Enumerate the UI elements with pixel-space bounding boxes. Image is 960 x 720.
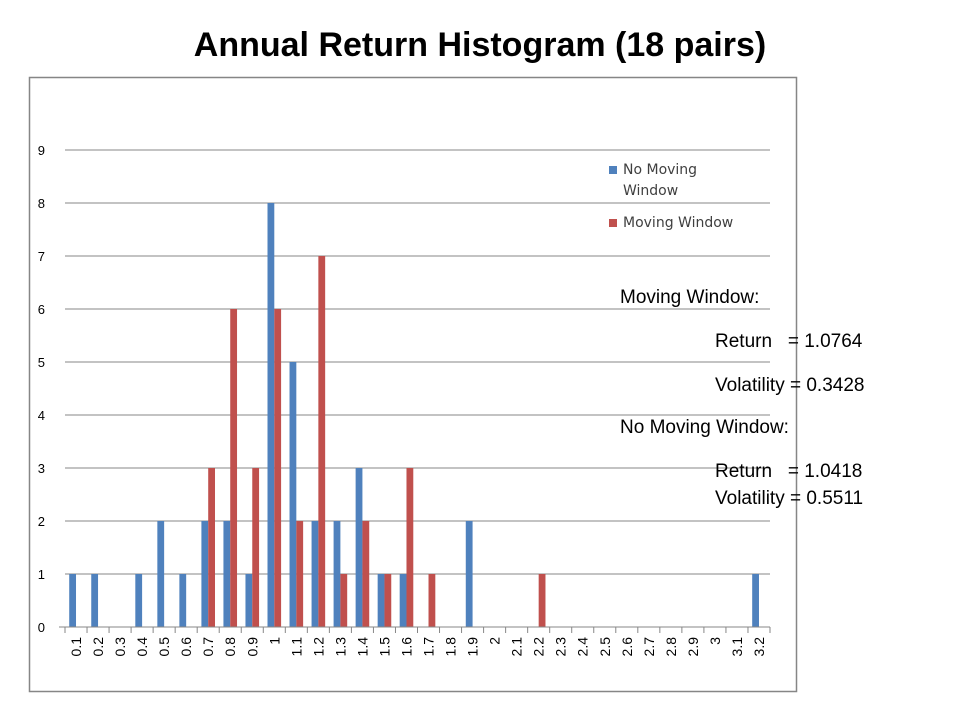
no-moving-window-return: Return = 1.0418 [715, 461, 863, 482]
x-tick-label: 3.1 [729, 637, 745, 657]
y-tick-label: 6 [38, 302, 45, 317]
x-tick-label: 2 [487, 637, 503, 645]
moving-window-return: Return = 1.0764 [715, 331, 863, 352]
legend-moving-window-swatch [609, 219, 617, 227]
y-tick-label: 2 [38, 514, 45, 529]
y-tick-label: 9 [38, 143, 45, 158]
moving-window-bar [538, 574, 546, 627]
x-tick-label: 2.8 [663, 637, 679, 657]
x-tick-label: 0.6 [178, 637, 194, 657]
no-moving-window-bar [465, 521, 473, 627]
x-tick-label: 1.1 [288, 637, 304, 657]
x-tick-label: 3.2 [751, 637, 767, 657]
x-tick-label: 1.3 [332, 637, 348, 657]
no-moving-window-bar [157, 521, 165, 627]
x-tick-label: 0.1 [68, 637, 84, 657]
no-moving-window-bar [311, 521, 319, 627]
no-moving-window-bar [223, 521, 231, 627]
x-tick-label: 2.6 [619, 637, 635, 657]
y-tick-label: 1 [38, 567, 45, 582]
x-tick-label: 0.9 [244, 637, 260, 657]
x-tick-label: 0.7 [200, 637, 216, 657]
no-moving-window-bar [179, 574, 187, 627]
no-moving-window-bar [399, 574, 407, 627]
chart-title: Annual Return Histogram (18 pairs) [193, 26, 767, 64]
x-tick-label: 2.3 [553, 637, 569, 657]
moving-window-bar [274, 309, 282, 627]
legend-moving-window-label: Moving Window [623, 215, 733, 231]
legend-no-moving-window-swatch [609, 166, 617, 174]
no-moving-window-volatility: Volatility = 0.5511 [715, 488, 864, 509]
no-moving-window-bar [752, 574, 759, 627]
x-tick-label: 1.7 [421, 637, 437, 657]
x-tick-label: 3 [707, 637, 723, 645]
y-tick-label: 5 [38, 355, 45, 370]
no-moving-window-bar [289, 362, 297, 627]
x-tick-label: 2.5 [597, 637, 613, 657]
x-tick-label: 2.2 [531, 637, 547, 657]
moving-window-bar [208, 468, 216, 627]
no-moving-window-bar [377, 574, 385, 627]
moving-window-bar [340, 574, 348, 627]
x-tick-label: 1.6 [398, 637, 414, 657]
x-tick-label: 1 [266, 637, 282, 645]
moving-window-bar [296, 521, 304, 627]
moving-window-bar [384, 574, 392, 627]
legend-no-moving-window-label: No Moving [623, 162, 697, 178]
moving-window-bar [230, 309, 238, 627]
x-tick-label: 1.8 [443, 637, 459, 657]
x-tick-label: 2.4 [575, 637, 591, 657]
moving-window-bar [252, 468, 260, 627]
y-tick-label: 4 [38, 408, 45, 423]
no-moving-window-bar [69, 574, 77, 627]
no-moving-window-bar [135, 574, 143, 627]
x-tick-label: 0.8 [222, 637, 238, 657]
y-tick-label: 7 [38, 249, 45, 264]
y-tick-label: 8 [38, 196, 45, 211]
moving-window-bar [428, 574, 436, 627]
y-tick-label: 0 [38, 620, 45, 635]
x-tick-label: 0.5 [156, 637, 172, 657]
x-tick-label: 0.2 [90, 637, 106, 657]
legend-no-moving-window-label: Window [623, 183, 678, 199]
x-tick-label: 1.5 [376, 637, 392, 657]
y-tick-label: 3 [38, 461, 45, 476]
x-tick-label: 1.4 [354, 637, 370, 657]
no-moving-window-header: No Moving Window: [620, 417, 789, 438]
no-moving-window-bar [267, 203, 275, 627]
x-tick-label: 1.9 [465, 637, 481, 657]
no-moving-window-bar [201, 521, 209, 627]
moving-window-header: Moving Window: [620, 287, 760, 308]
x-tick-label: 2.1 [509, 637, 525, 657]
x-tick-label: 1.2 [310, 637, 326, 657]
no-moving-window-bar [355, 468, 363, 627]
no-moving-window-bar [245, 574, 253, 627]
moving-window-bar [362, 521, 370, 627]
no-moving-window-bar [333, 521, 341, 627]
x-tick-label: 0.4 [134, 637, 150, 657]
x-tick-label: 2.7 [641, 637, 657, 657]
no-moving-window-bar [91, 574, 99, 627]
x-tick-label: 0.3 [112, 637, 128, 657]
moving-window-volatility: Volatility = 0.3428 [715, 375, 865, 396]
x-tick-label: 2.9 [685, 637, 701, 657]
moving-window-bar [318, 256, 326, 627]
moving-window-bar [406, 468, 414, 627]
